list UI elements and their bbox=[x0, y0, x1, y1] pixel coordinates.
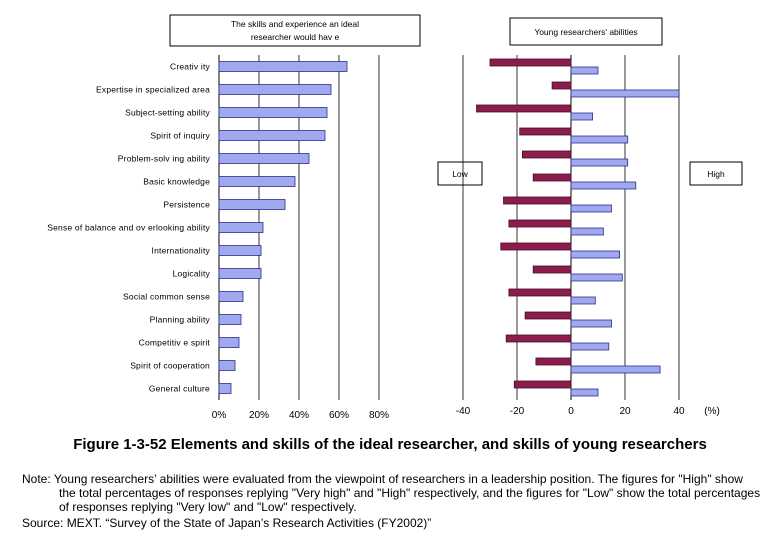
figure-caption: Figure 1-3-52 Elements and skills of the… bbox=[73, 436, 707, 453]
left-bar bbox=[218, 360, 236, 371]
left-bar bbox=[218, 383, 232, 394]
category-label: Spirit of inquiry bbox=[150, 131, 210, 141]
left-bar bbox=[218, 107, 328, 118]
low-bar bbox=[505, 334, 572, 343]
category-label: General culture bbox=[149, 384, 210, 394]
high-bar bbox=[570, 66, 599, 75]
left-bar bbox=[218, 291, 244, 302]
high-bar bbox=[570, 89, 680, 98]
low-bar bbox=[551, 81, 572, 90]
right-chart-bars bbox=[476, 58, 680, 397]
left-bar bbox=[218, 130, 326, 141]
high-bar bbox=[570, 319, 612, 328]
high-bar bbox=[570, 158, 629, 167]
left-x-tick-label: 0% bbox=[212, 410, 227, 421]
category-label: Sense of balance and ov erlooking abilit… bbox=[47, 223, 210, 233]
low-bar bbox=[532, 265, 572, 274]
left-bar bbox=[218, 153, 310, 164]
right-chart-title: Young researchers' abilities bbox=[509, 17, 663, 46]
left-chart-bars bbox=[218, 61, 348, 394]
category-label: Planning ability bbox=[150, 315, 211, 325]
category-label: Logicality bbox=[173, 269, 211, 279]
high-bar bbox=[570, 296, 596, 305]
note-label: Note: bbox=[22, 472, 51, 486]
high-bar bbox=[570, 181, 637, 190]
high-bar bbox=[570, 250, 620, 259]
left-bar bbox=[218, 337, 240, 348]
right-chart-gridlines bbox=[462, 55, 680, 400]
high-bar bbox=[570, 365, 661, 374]
category-label: Basic knowledge bbox=[143, 177, 210, 187]
category-labels: Creativ ity Expertise in specialized area… bbox=[47, 62, 210, 394]
left-bar bbox=[218, 222, 264, 233]
note: Note: Young researchers’ abilities were … bbox=[22, 472, 762, 514]
right-chart-x-ticks: -40 -20 0 20 40 bbox=[456, 406, 685, 417]
high-bar bbox=[570, 112, 594, 121]
left-bar bbox=[218, 61, 348, 72]
high-bar bbox=[570, 388, 599, 397]
right-x-tick-label: 20 bbox=[619, 406, 631, 417]
left-bar bbox=[218, 176, 296, 187]
low-bar bbox=[519, 127, 572, 136]
high-bar bbox=[570, 204, 612, 213]
right-title: Young researchers' abilities bbox=[534, 27, 637, 37]
category-label: Competitiv e spirit bbox=[139, 338, 211, 348]
low-bar bbox=[524, 311, 572, 320]
category-label: Expertise in specialized area bbox=[96, 85, 210, 95]
source: Source: MEXT. “Survey of the State of Ja… bbox=[22, 516, 432, 530]
low-bar bbox=[500, 242, 572, 251]
low-label: Low bbox=[452, 169, 468, 179]
category-label: Problem-solv ing ability bbox=[118, 154, 211, 164]
low-bar bbox=[508, 219, 572, 228]
high-bar bbox=[570, 342, 610, 351]
high-bar bbox=[570, 227, 604, 236]
left-chart-title: The skills and experience an ideal resea… bbox=[169, 14, 421, 47]
left-chart-x-ticks: 0% 20% 40% 60% 80% bbox=[212, 410, 389, 421]
category-label: Persistence bbox=[163, 200, 210, 210]
category-label: Creativ ity bbox=[170, 62, 211, 72]
left-x-tick-label: 40% bbox=[289, 410, 309, 421]
right-x-tick-label: -40 bbox=[456, 406, 471, 417]
right-x-tick-label: 40 bbox=[673, 406, 685, 417]
left-x-tick-label: 60% bbox=[329, 410, 349, 421]
right-x-tick-label: 0 bbox=[568, 406, 574, 417]
left-x-tick-label: 80% bbox=[369, 410, 389, 421]
category-label: Internationality bbox=[152, 246, 211, 256]
left-title-line2: researcher would hav e bbox=[251, 32, 340, 42]
high-bar bbox=[570, 135, 629, 144]
category-label: Spirit of cooperation bbox=[130, 361, 210, 371]
note-text: Young researchers’ abilities were evalua… bbox=[53, 472, 761, 514]
low-bar bbox=[532, 173, 572, 182]
low-bar bbox=[535, 357, 572, 366]
high-label: High bbox=[707, 169, 725, 179]
category-label: Social common sense bbox=[123, 292, 210, 302]
low-bar bbox=[513, 380, 572, 389]
left-bar bbox=[218, 84, 332, 95]
unit-label: (%) bbox=[704, 406, 720, 417]
low-bar bbox=[489, 58, 572, 67]
left-bar bbox=[218, 314, 242, 325]
left-bar bbox=[218, 245, 262, 256]
low-bar bbox=[476, 104, 572, 113]
category-label: Subject-setting ability bbox=[125, 108, 210, 118]
low-bar bbox=[503, 196, 572, 205]
right-x-tick-label: -20 bbox=[510, 406, 525, 417]
low-bar bbox=[522, 150, 572, 159]
figure-charts: The skills and experience an ideal resea… bbox=[47, 14, 743, 421]
high-bar bbox=[570, 273, 623, 282]
left-title-line1: The skills and experience an ideal bbox=[231, 19, 359, 29]
left-bar bbox=[218, 199, 286, 210]
low-legend-box: Low bbox=[437, 161, 483, 186]
high-legend-box: High bbox=[689, 161, 743, 186]
low-bar bbox=[508, 288, 572, 297]
left-bar bbox=[218, 268, 262, 279]
left-x-tick-label: 20% bbox=[249, 410, 269, 421]
